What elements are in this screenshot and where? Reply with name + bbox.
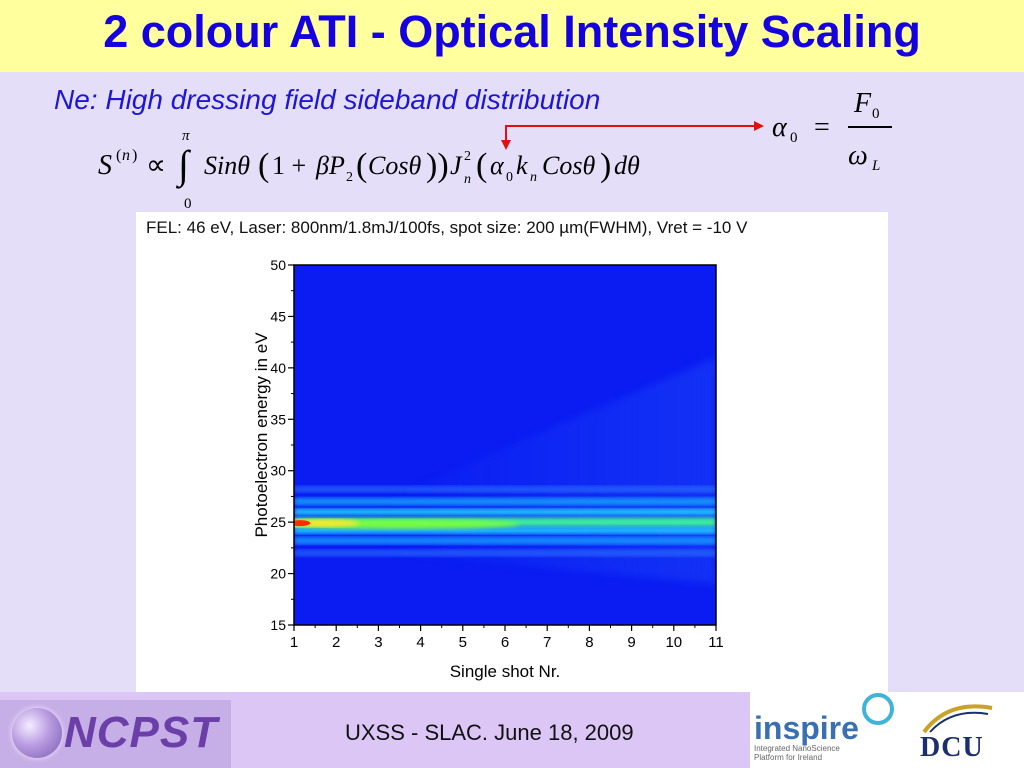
svg-text:): ) xyxy=(600,147,611,184)
svg-text:n: n xyxy=(122,147,130,164)
svg-text:n: n xyxy=(464,172,471,187)
heatmap-band xyxy=(294,497,716,506)
y-tick-label: 40 xyxy=(270,360,286,376)
svg-text:1 +: 1 + xyxy=(272,151,306,180)
svg-text:ω: ω xyxy=(848,140,868,171)
x-tick-label: 1 xyxy=(290,634,298,651)
ncpst-logo: NCPST xyxy=(64,708,219,757)
y-tick-label: 50 xyxy=(270,257,286,273)
chart-panel: FEL: 46 eV, Laser: 800nm/1.8mJ/100fs, sp… xyxy=(136,212,888,692)
svg-text:k: k xyxy=(516,151,528,180)
slide-title: 2 colour ATI - Optical Intensity Scaling xyxy=(103,6,921,57)
heatmap-band xyxy=(294,485,716,493)
svg-text:0: 0 xyxy=(184,196,192,212)
svg-text:π: π xyxy=(182,128,190,144)
x-tick-label: 7 xyxy=(543,634,551,651)
title-bar xyxy=(0,0,1024,72)
heatmap-band xyxy=(294,536,716,545)
y-tick-label: 25 xyxy=(270,514,286,530)
inspire-tagline: Integrated NanoScience Platform for Irel… xyxy=(754,744,840,762)
alpha-formula: α 0 = F 0 ω L xyxy=(772,88,892,174)
y-tick-label: 30 xyxy=(270,463,286,479)
svg-text:dθ: dθ xyxy=(614,151,640,180)
svg-text:α: α xyxy=(490,151,505,180)
inspire-logo: inspire xyxy=(754,710,859,746)
svg-text:0: 0 xyxy=(790,130,798,146)
x-tick-label: 5 xyxy=(459,634,467,651)
svg-text:Sinθ: Sinθ xyxy=(204,151,250,180)
x-tick-label: 11 xyxy=(708,634,724,651)
svg-text:(: ( xyxy=(116,147,121,164)
svg-text:n: n xyxy=(530,170,537,185)
x-tick-label: 9 xyxy=(627,634,635,651)
ring-icon xyxy=(862,693,894,725)
svg-text:α: α xyxy=(772,112,788,143)
svg-text:=: = xyxy=(814,112,830,143)
x-tick-label: 10 xyxy=(665,634,682,651)
red-arrow xyxy=(501,121,764,150)
svg-text:βP: βP xyxy=(315,151,345,180)
y-tick-label: 15 xyxy=(270,617,286,633)
x-tick-label: 8 xyxy=(585,634,593,651)
footer-text: UXSS - SLAC. June 18, 2009 xyxy=(345,720,634,745)
svg-text:0: 0 xyxy=(506,170,513,185)
x-axis-label: Single shot Nr. xyxy=(450,662,561,681)
svg-text:2: 2 xyxy=(464,149,471,164)
svg-text:)): )) xyxy=(426,147,449,184)
globe-icon xyxy=(12,708,62,758)
heatmap-band xyxy=(294,526,716,534)
dcu-arc-icon xyxy=(922,704,993,734)
chart-caption: FEL: 46 eV, Laser: 800nm/1.8mJ/100fs, sp… xyxy=(146,218,748,237)
slide-subtitle: Ne: High dressing field sideband distrib… xyxy=(54,84,601,115)
sideband-formula: S ( n ) ∝ ∫ π 0 Sinθ ( 1 + βP 2 ( Cosθ )… xyxy=(98,128,640,212)
svg-text:∫: ∫ xyxy=(175,142,192,189)
svg-text:(: ( xyxy=(356,147,367,184)
heatmap-hotspot xyxy=(294,519,360,528)
svg-text:): ) xyxy=(132,147,137,164)
svg-text:(: ( xyxy=(258,147,269,184)
svg-text:Cosθ: Cosθ xyxy=(542,151,595,180)
x-tick-label: 2 xyxy=(332,634,340,651)
svg-text:(: ( xyxy=(476,147,487,184)
x-tick-label: 6 xyxy=(501,634,509,651)
dcu-logo: DCU xyxy=(920,732,984,763)
svg-text:0: 0 xyxy=(872,106,880,122)
heatmap-band xyxy=(294,508,716,516)
x-tick-label: 3 xyxy=(374,634,382,651)
svg-text:Cosθ: Cosθ xyxy=(368,151,421,180)
y-tick-label: 20 xyxy=(270,566,286,582)
svg-text:2: 2 xyxy=(346,170,353,185)
svg-text:J: J xyxy=(450,151,463,180)
heatmap-peak xyxy=(294,520,311,527)
heatmap-band xyxy=(294,549,716,557)
y-tick-label: 35 xyxy=(270,411,286,427)
svg-text:S: S xyxy=(98,150,112,181)
x-tick-label: 4 xyxy=(416,634,424,651)
svg-text:∝: ∝ xyxy=(146,150,166,181)
y-tick-label: 45 xyxy=(270,308,286,324)
y-axis-label: Photoelectron energy in eV xyxy=(252,332,271,538)
svg-text:L: L xyxy=(871,158,880,174)
svg-text:F: F xyxy=(853,88,872,119)
